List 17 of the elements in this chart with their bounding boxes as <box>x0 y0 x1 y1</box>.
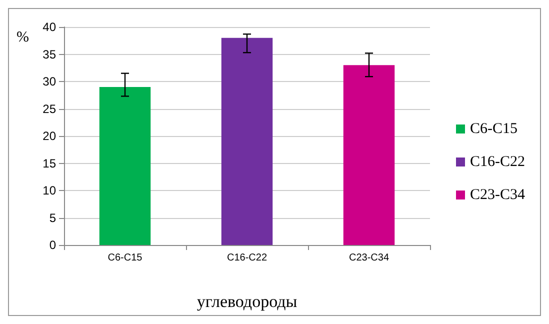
x-axis-title: углеводороды <box>196 292 298 311</box>
y-tick-label: 40 <box>42 20 56 34</box>
y-tick-label: 0 <box>49 238 56 252</box>
y-tick-label: 5 <box>49 210 56 225</box>
legend-label: C16-C22 <box>470 154 526 170</box>
y-tick-label: 20 <box>42 129 56 143</box>
x-tick-label: C23-C34 <box>348 252 390 264</box>
x-tick-label: C6-C15 <box>108 252 143 264</box>
y-tick-label: 10 <box>42 184 56 198</box>
y-tick-label: 15 <box>42 156 56 170</box>
y-tick-label: 30 <box>42 74 56 88</box>
legend-label: C6-C15 <box>470 121 518 137</box>
y-tick-label: 25 <box>42 102 56 116</box>
y-tick-label: 35 <box>42 47 56 62</box>
x-tick-label: C16-C22 <box>226 252 268 264</box>
legend-label: C23-C34 <box>470 187 526 203</box>
y-axis-title: % <box>16 30 29 46</box>
